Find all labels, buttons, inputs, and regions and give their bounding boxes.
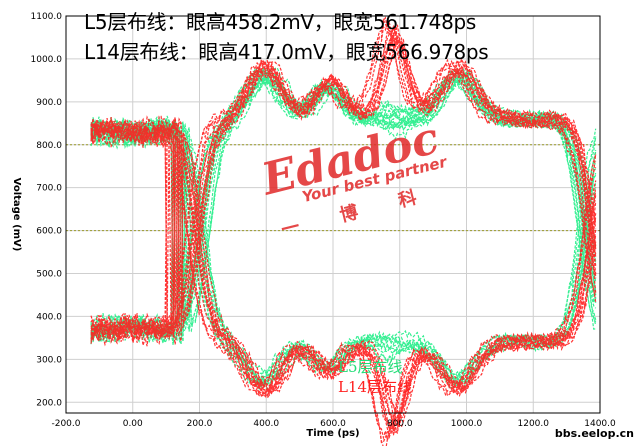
eye-trace [90,29,597,321]
eye-trace [90,16,597,331]
x-tick-label: 1000.0 [451,419,483,429]
site-watermark: bbs.eelop.cn [554,427,634,440]
y-axis-label: Voltage (mV) [11,178,22,252]
grid [66,15,600,413]
x-tick-label: 0.00 [123,419,143,429]
annotation-l14: L14层布线：眼高417.0mV，眼宽566.978ps [84,40,489,64]
eye-trace [90,132,597,423]
y-tick-label: 800.0 [36,141,62,151]
y-tick-label: 500.0 [36,270,62,280]
y-tick-label: 300.0 [36,355,62,365]
y-tick-label: 1100.0 [31,12,63,22]
y-tick-label: 700.0 [36,184,62,194]
x-tick-label: 800.0 [387,419,413,429]
plot-frame [65,15,601,414]
eye-trace [90,67,597,334]
x-tick-label: 200.0 [187,419,213,429]
series-l14 [90,16,597,446]
x-tick-label: 600.0 [320,419,346,429]
eye-trace [90,70,597,327]
y-tick-label: 600.0 [36,227,62,237]
eye-trace [90,132,597,428]
y-tick-label: 1000.0 [31,55,63,65]
x-tick-label: -200.0 [51,419,80,429]
x-tick-label: 1200.0 [518,419,550,429]
legend-l14: L14层布线 [338,378,413,396]
x-tick-label: 1400.0 [584,419,616,429]
eye-trace [90,127,597,443]
x-tick-label: 400.0 [253,419,279,429]
eye-trace [90,137,597,388]
eye-trace [90,38,597,326]
annotation-l5: L5层布线：眼高458.2mV，眼宽561.748ps [84,10,477,34]
y-tick-label: 400.0 [36,312,62,322]
eye-trace [90,26,597,318]
y-tick-label: 200.0 [36,398,62,408]
eye-trace [90,133,597,436]
x-axis-label: Time (ps) [306,428,359,439]
y-tick-label: 900.0 [36,98,62,108]
eye-trace [90,22,597,330]
eye-trace [90,34,597,324]
legend-l5: L5层布线 [338,358,403,376]
eye-trace [90,140,597,389]
